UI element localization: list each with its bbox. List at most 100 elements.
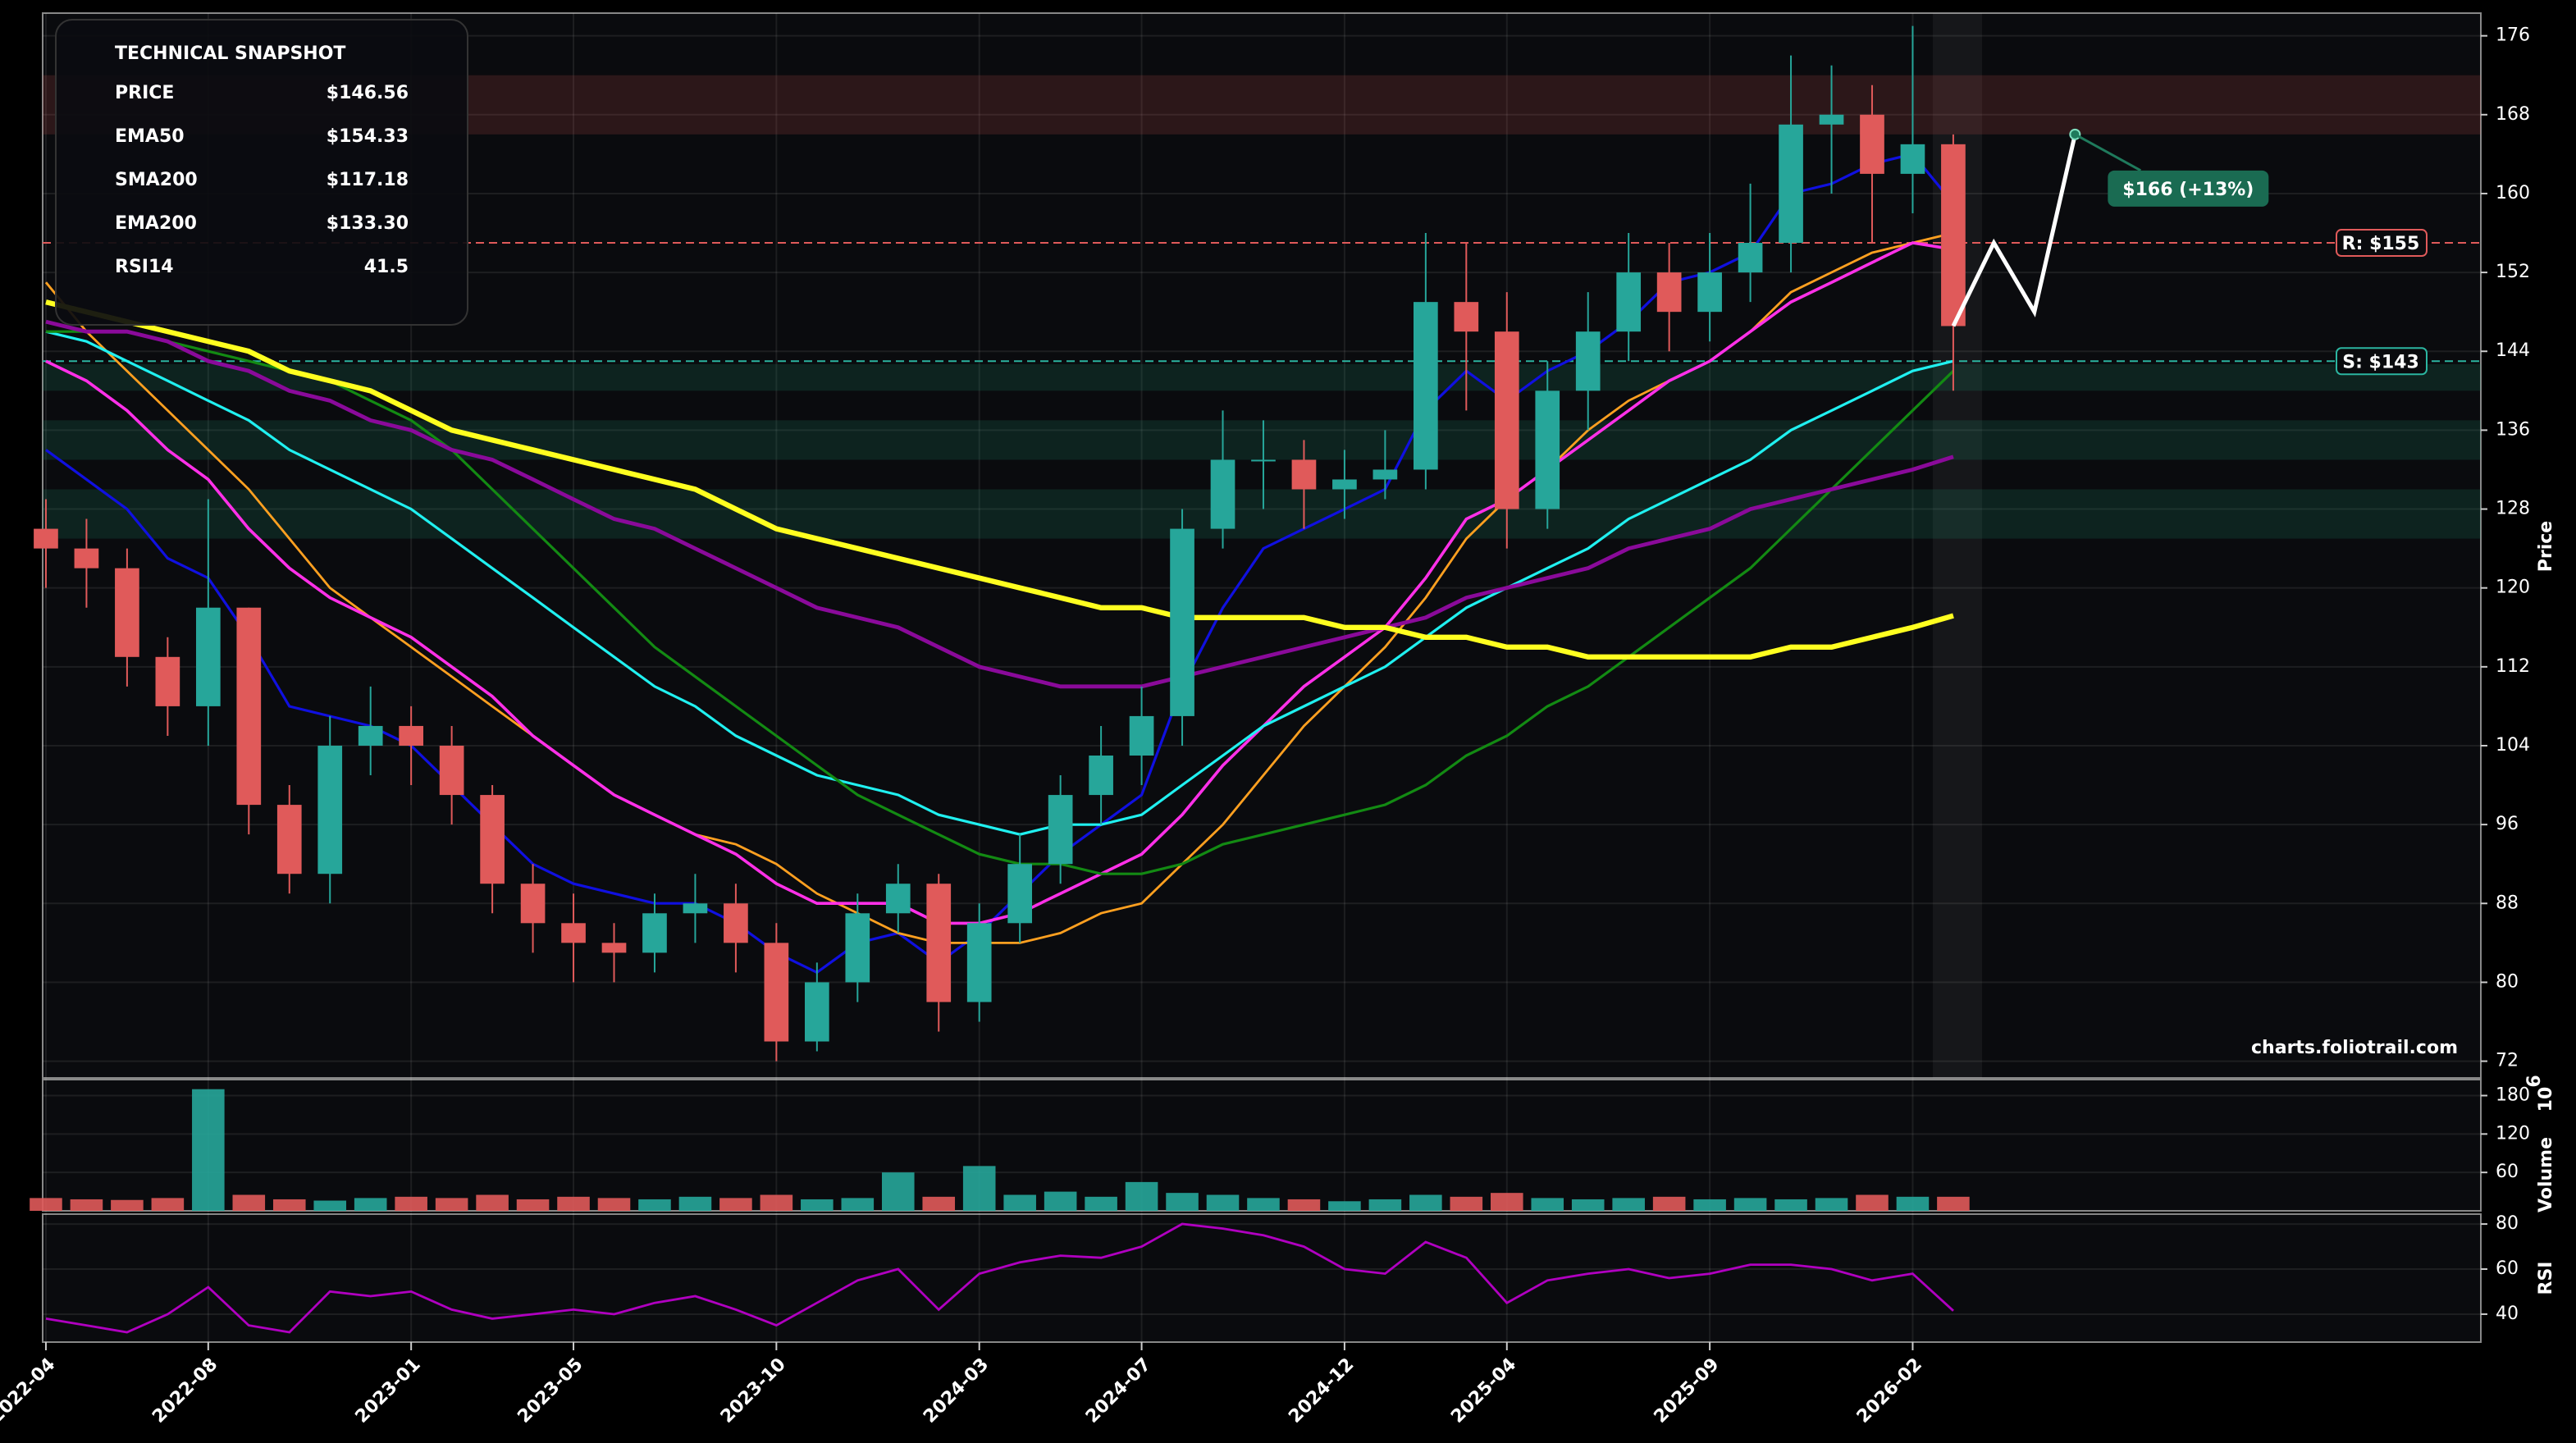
volume-bar: [1490, 1193, 1523, 1211]
volume-bar: [1247, 1198, 1280, 1211]
candle-body: [155, 656, 180, 706]
candle-body: [845, 913, 870, 983]
volume-bar: [313, 1200, 347, 1211]
volume-axis-label: Volume: [2536, 1137, 2556, 1212]
volume-bar: [1328, 1201, 1361, 1211]
volume-bar: [192, 1089, 225, 1211]
snapshot-value: $154.33: [327, 126, 409, 147]
rsi-tick-label: 80: [2496, 1213, 2519, 1234]
candle-body: [1210, 459, 1235, 529]
volume-bar: [638, 1199, 671, 1211]
volume-scale-base: 10: [2536, 1087, 2556, 1112]
volume-bar: [719, 1198, 752, 1211]
candle-body: [1414, 302, 1438, 470]
snapshot-label: RSI14: [115, 257, 174, 277]
snapshot-title: TECHNICAL SNAPSHOT: [115, 43, 345, 64]
candle-body: [1332, 479, 1357, 490]
rsi-axis-label: RSI: [2536, 1262, 2556, 1295]
y-tick-label: 104: [2496, 735, 2530, 756]
candle-body: [195, 607, 221, 706]
candle-body: [561, 923, 586, 943]
candle-body: [1494, 331, 1519, 509]
snapshot-box: [55, 19, 468, 326]
zone: [43, 363, 2481, 391]
snapshot-label: EMA50: [115, 126, 185, 147]
volume-bar: [70, 1199, 103, 1211]
volume-bar: [1612, 1198, 1645, 1211]
level-label: R: $155: [2342, 234, 2420, 254]
candle-body: [885, 884, 911, 914]
volume-bar: [597, 1198, 631, 1211]
projection-line: [1951, 134, 2077, 327]
volume-bar: [1409, 1194, 1442, 1211]
candle-body: [480, 795, 505, 884]
volume-bar: [354, 1198, 387, 1211]
moving-average: [46, 330, 1955, 875]
snapshot-value: $146.56: [327, 83, 409, 103]
target-pointer: [2074, 133, 2142, 172]
volume-bar: [151, 1198, 185, 1211]
candle-body: [74, 548, 99, 569]
snapshot-label: SMA200: [115, 170, 198, 190]
volume-bar: [111, 1199, 144, 1211]
volume-bar: [1206, 1194, 1240, 1211]
snapshot-value: $133.30: [327, 213, 409, 234]
snapshot-label: EMA200: [115, 213, 197, 234]
rsi-tick-label: 60: [2496, 1258, 2519, 1279]
volume-bar: [1085, 1196, 1117, 1211]
target-label: $166 (+13%): [2122, 180, 2254, 200]
moving-average: [45, 299, 1954, 660]
volume-bar: [1774, 1199, 1807, 1211]
volume-bar: [962, 1166, 996, 1211]
volume-tick-label: 60: [2496, 1162, 2519, 1182]
candle-body: [34, 528, 58, 549]
candle-body: [1089, 755, 1113, 796]
rsi-line: [45, 1222, 1954, 1334]
candle-body: [1575, 331, 1601, 391]
volume-bar: [1125, 1181, 1158, 1211]
candle-body: [1129, 715, 1154, 756]
level-label-box: [2336, 347, 2428, 376]
candle-body: [642, 913, 667, 953]
volume-bar: [841, 1198, 875, 1211]
watermark: charts.foliotrail.com: [2251, 1038, 2458, 1058]
moving-average: [45, 319, 1954, 689]
volume-bar: [1003, 1194, 1036, 1211]
candle-body: [1819, 114, 1844, 125]
candle-body: [1007, 864, 1033, 924]
candle-body: [683, 903, 708, 914]
candle-body: [926, 884, 952, 1002]
volume-bar: [1044, 1191, 1077, 1211]
candle-body: [1535, 390, 1560, 509]
level-label-box: [2336, 229, 2428, 258]
snapshot-value: 41.5: [364, 257, 409, 277]
volume-bar: [678, 1196, 712, 1211]
zone: [43, 489, 2481, 539]
candle-body: [1697, 272, 1722, 313]
candle-body: [966, 923, 992, 1002]
volume-bar: [801, 1199, 834, 1211]
volume-panel: [42, 1079, 2482, 1212]
candle-body: [1860, 114, 1884, 174]
volume-bar: [1368, 1199, 1402, 1211]
candle-body: [804, 982, 829, 1042]
candle-body: [1656, 272, 1682, 313]
y-tick-label: 96: [2496, 814, 2519, 834]
candle-body: [764, 943, 789, 1042]
level-label: S: $143: [2342, 352, 2419, 372]
volume-bar: [272, 1199, 306, 1211]
volume-bar: [1531, 1198, 1564, 1211]
volume-bar: [1571, 1199, 1605, 1211]
y-tick-label: 160: [2496, 183, 2530, 203]
volume-bar: [1896, 1196, 1930, 1211]
y-tick-label: 120: [2496, 578, 2530, 598]
candle-body: [1251, 459, 1276, 462]
y-tick-label: 144: [2496, 340, 2530, 361]
volume-bar: [1652, 1196, 1686, 1211]
volume-bar: [1937, 1196, 1970, 1211]
candle-body: [1616, 272, 1642, 332]
volume-tick-label: 180: [2496, 1085, 2530, 1106]
volume-tick-label: 120: [2496, 1123, 2530, 1144]
y-tick-label: 176: [2496, 25, 2530, 46]
